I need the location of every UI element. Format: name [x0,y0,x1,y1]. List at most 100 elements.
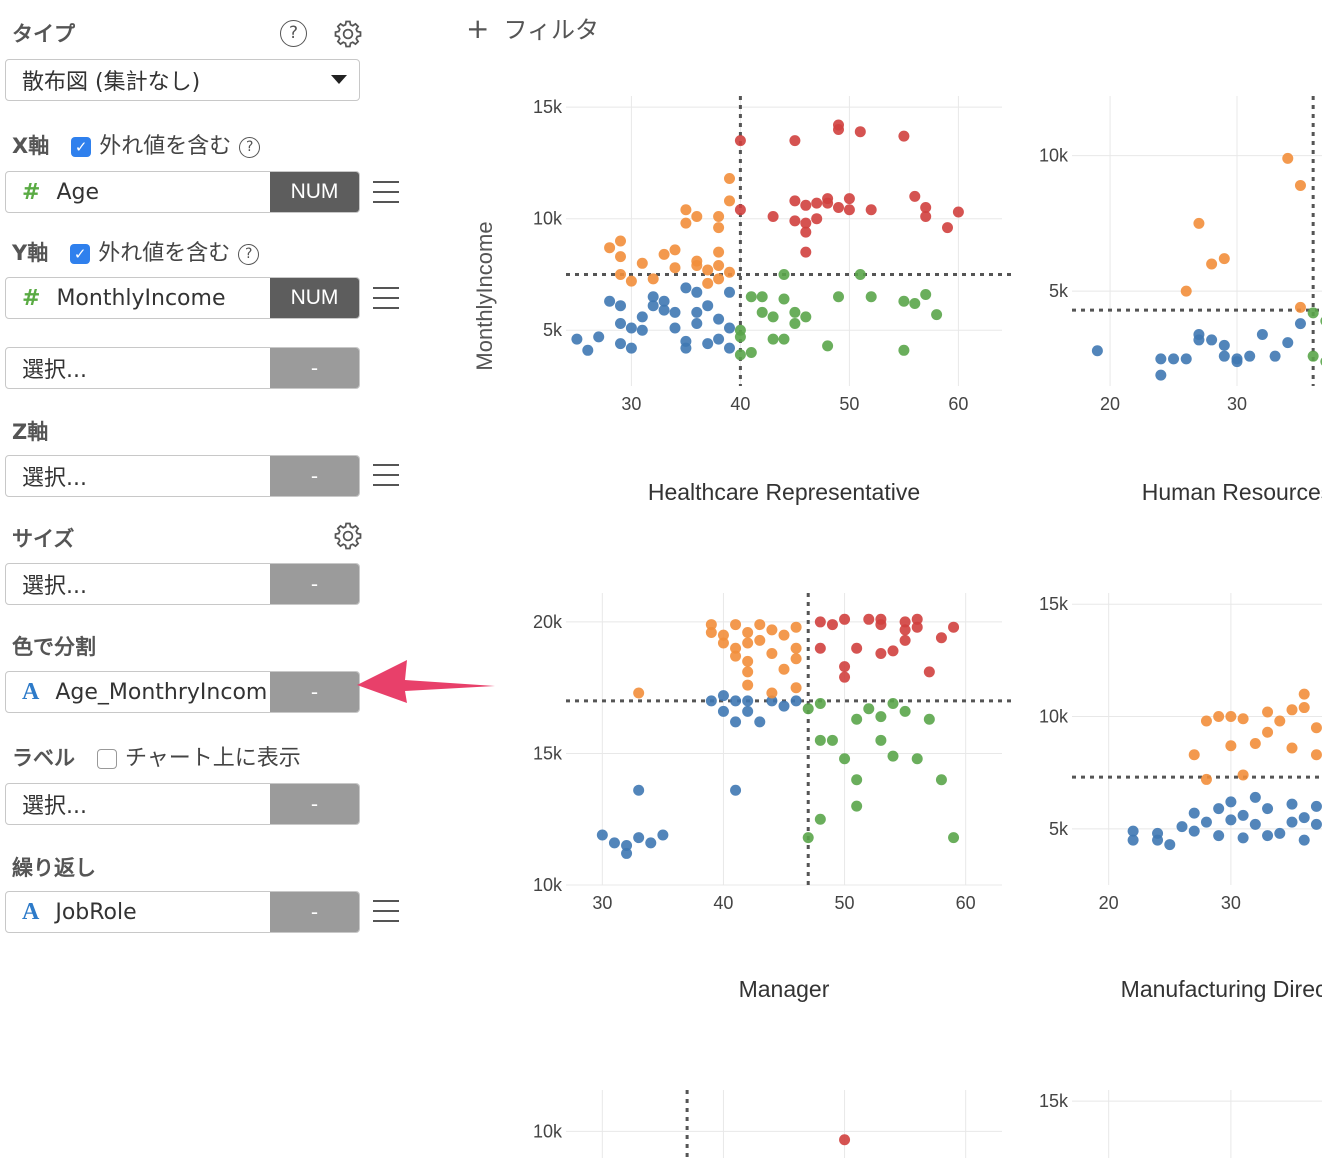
y-help-icon[interactable]: ? [238,243,260,265]
y-type-badge[interactable]: NUM [270,278,359,318]
data-point-orange [1237,713,1249,725]
show-label-checkbox[interactable] [97,749,117,769]
plus-icon: + [466,12,490,45]
y-tick-label: 15k [1039,594,1069,614]
data-point-green [898,295,910,307]
data-point-orange [669,262,681,274]
data-point-green [875,711,887,723]
data-point-blue [615,318,626,330]
data-point-orange [766,648,778,660]
data-point-blue [633,832,645,844]
data-point-orange [702,277,714,289]
data-point-blue [713,313,725,325]
y-outlier-checkbox[interactable]: ✓ [70,244,91,264]
gear-icon[interactable] [333,19,363,49]
size-field[interactable]: 選択... - [5,563,360,605]
data-point-blue [730,784,742,796]
data-point-orange [790,621,802,633]
data-point-orange [1262,726,1274,738]
size-gear-icon[interactable] [333,521,363,551]
z-field[interactable]: 選択... - [5,455,360,497]
add-filter-button[interactable]: + フィルタ [466,10,599,45]
data-point-green [767,311,779,323]
data-point-blue [730,716,742,728]
data-point-orange [1237,769,1249,781]
data-point-green [851,774,863,786]
repeat-label: 繰り返し [12,856,96,880]
x-menu-icon[interactable] [373,181,399,203]
facet-chart-area: MonthlyIncome 30 40 50 60 5k 10k 15k Healthcare… [472,96,1322,1158]
data-point-blue [742,705,754,717]
y2-field[interactable]: 選択... - [5,347,360,389]
data-point-orange [730,650,742,662]
help-icon[interactable]: ? [280,20,307,47]
x-field[interactable]: # Age NUM [5,171,360,213]
data-point-red [875,648,887,660]
x-outlier-checkbox[interactable]: ✓ [71,137,92,157]
x-help-icon[interactable]: ? [239,136,261,158]
data-point-blue [724,342,735,354]
color-type-badge[interactable]: - [270,672,359,712]
label-field[interactable]: 選択... - [5,783,360,825]
data-point-blue [1237,832,1249,844]
data-point-green [789,306,801,318]
data-point-orange [691,210,703,222]
data-point-orange [1200,773,1212,785]
data-point-orange [615,251,626,263]
data-point-green [802,832,814,844]
data-point-orange [790,653,802,665]
data-point-orange [742,666,754,678]
z-menu-icon[interactable] [373,464,399,486]
data-point-blue [1200,816,1212,828]
label-type-badge[interactable]: - [270,784,359,824]
data-point-red [814,642,826,654]
data-point-red [811,197,823,209]
x-type-badge[interactable]: NUM [270,172,359,212]
data-point-orange [1310,722,1322,734]
y-axis-label: Y軸 ✓ 外れ値を含む? [12,235,260,267]
data-point-red [909,190,921,202]
data-point-blue [1310,818,1322,830]
z-type-badge[interactable]: - [270,456,359,496]
data-point-green [756,306,768,318]
y-menu-icon[interactable] [373,287,399,309]
data-point-green [935,774,947,786]
data-point-blue [717,690,729,702]
data-point-orange [1188,749,1200,761]
data-point-red [899,616,911,628]
x-tick-label: 50 [835,893,855,913]
data-point-red [942,222,953,234]
y-tick-label: 10k [533,209,563,229]
y-tick-label: 10k [1039,146,1069,166]
chart-type-value: 散布図 (集計なし) [22,70,201,95]
data-point-blue [1155,353,1167,365]
repeat-field-value: JobRole [55,899,137,925]
y-tick-label: 5k [1049,281,1069,301]
y-tick-label: 15k [533,743,563,763]
data-point-green [1307,350,1319,362]
data-point-orange [702,264,714,276]
repeat-menu-icon[interactable] [373,900,399,922]
data-point-orange [647,273,659,285]
y-axis-title: MonthlyIncome [472,221,497,370]
type-label: タイプ [12,22,75,46]
y-field[interactable]: # MonthlyIncome NUM [5,277,360,319]
data-point-orange [790,682,802,694]
data-point-blue [1152,834,1164,846]
chart-type-select[interactable]: 散布図 (集計なし) [5,59,360,101]
x-tick-label: 60 [948,394,968,414]
data-point-red [851,642,863,654]
data-point-blue [615,300,626,312]
repeat-field[interactable]: A JobRole - [5,891,360,933]
repeat-type-badge[interactable]: - [270,892,359,932]
y2-type-badge[interactable]: - [270,348,359,388]
color-field[interactable]: A Age_MonthryIncom - [5,671,360,713]
data-point-orange [680,204,692,216]
data-point-blue [615,338,626,350]
data-point-red [833,119,844,131]
x-tick-label: 20 [1100,394,1120,414]
data-point-green [1307,307,1319,319]
y-tick-label: 5k [543,320,563,340]
y-outlier-label: 外れ値を含む [98,241,231,266]
size-type-badge[interactable]: - [270,564,359,604]
